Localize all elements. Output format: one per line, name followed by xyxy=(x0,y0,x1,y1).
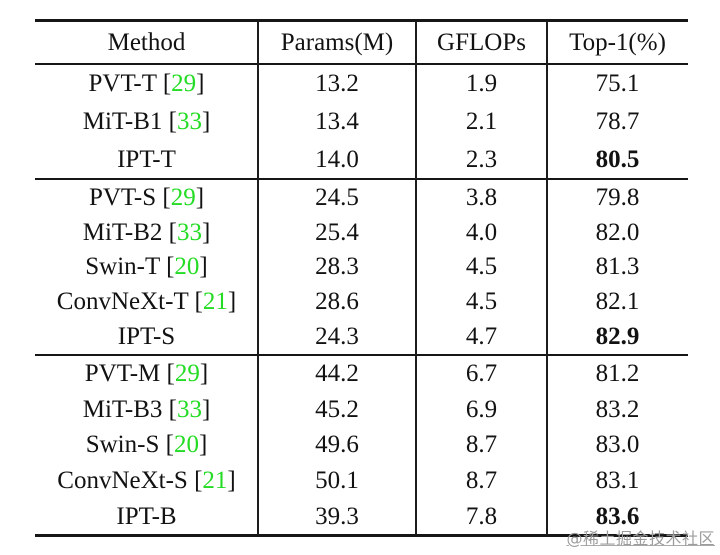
params-cell: 44.2 xyxy=(315,360,359,388)
method-cell: PVT-M [29] xyxy=(84,360,209,388)
method-cell: IPT-S xyxy=(117,323,176,351)
gflops-cell: 7.8 xyxy=(465,502,498,530)
table-row: Swin-T [20] 28.3 4.5 81.3 xyxy=(35,250,688,285)
citation-ref: 29 xyxy=(174,360,200,388)
method-cell: IPT-B xyxy=(116,502,177,530)
table-row: Swin-S [20] 49.6 8.7 83.0 xyxy=(35,427,688,463)
params-cell: 25.4 xyxy=(315,218,359,246)
method-cell: PVT-T [29] xyxy=(88,70,205,98)
column-separator-3 xyxy=(546,21,548,535)
top1-cell: 80.5 xyxy=(595,145,640,173)
table-row: PVT-M [29] 44.2 6.7 81.2 xyxy=(35,356,688,392)
table-row: PVT-T [29] 13.2 1.9 75.1 xyxy=(35,65,688,103)
gflops-cell: 4.5 xyxy=(465,253,498,281)
params-cell: 39.3 xyxy=(315,502,359,530)
params-cell: 50.1 xyxy=(315,467,359,495)
gflops-cell: 2.1 xyxy=(465,108,498,135)
table-section-small: PVT-S [29] 24.5 3.8 79.8 MiT-B2 [33] 25.4 4.0 8… xyxy=(35,180,688,354)
citation-ref: 21 xyxy=(202,467,228,495)
column-separator-2 xyxy=(415,21,417,535)
top1-cell: 82.9 xyxy=(595,323,640,351)
table-row: MiT-B1 [33] 13.4 2.1 78.7 xyxy=(35,103,688,141)
gflops-cell: 4.7 xyxy=(465,323,498,351)
method-cell: ConvNeXt-S [21] xyxy=(57,467,236,495)
table-section-base: PVT-M [29] 44.2 6.7 81.2 MiT-B3 [33] 45.2 6.9 8… xyxy=(35,356,688,534)
top1-cell: 75.1 xyxy=(595,70,640,98)
params-cell: 24.3 xyxy=(315,323,359,351)
gflops-cell: 2.3 xyxy=(465,145,498,173)
citation-ref: 21 xyxy=(202,288,228,316)
gflops-cell: 6.7 xyxy=(465,360,498,388)
params-cell: 49.6 xyxy=(315,431,359,459)
table-row: IPT-S 24.3 4.7 82.9 xyxy=(35,319,688,354)
section-divider-rule-2 xyxy=(35,354,688,356)
column-separator-1 xyxy=(257,21,259,535)
top1-cell: 79.8 xyxy=(595,183,640,211)
top1-cell: 83.6 xyxy=(595,502,640,530)
params-cell: 13.4 xyxy=(315,108,359,135)
top1-cell: 83.2 xyxy=(595,395,640,423)
table-row: IPT-T 14.0 2.3 80.5 xyxy=(35,140,688,178)
params-cell: 24.5 xyxy=(315,183,359,211)
top1-cell: 81.2 xyxy=(595,360,640,388)
header-top1: Top-1(%) xyxy=(569,29,666,56)
top1-cell: 83.0 xyxy=(595,431,640,459)
gflops-cell: 4.0 xyxy=(465,218,498,246)
gflops-cell: 8.7 xyxy=(465,467,498,495)
citation-ref: 29 xyxy=(170,183,196,211)
gflops-cell: 8.7 xyxy=(465,431,498,459)
gflops-cell: 1.9 xyxy=(465,70,498,98)
citation-ref: 33 xyxy=(176,108,202,135)
header-gflops: GFLOPs xyxy=(437,29,526,56)
citation-ref: 29 xyxy=(171,70,197,98)
params-cell: 14.0 xyxy=(315,145,359,173)
method-cell: IPT-T xyxy=(117,145,176,173)
params-cell: 28.3 xyxy=(315,253,359,281)
method-cell: MiT-B2 [33] xyxy=(82,218,211,246)
table-row: PVT-S [29] 24.5 3.8 79.8 xyxy=(35,180,688,215)
top1-cell: 82.0 xyxy=(595,218,640,246)
top1-cell: 81.3 xyxy=(595,253,640,281)
params-cell: 45.2 xyxy=(315,395,359,423)
table-top-rule xyxy=(35,19,688,22)
gflops-cell: 4.5 xyxy=(465,288,498,316)
method-cell: MiT-B3 [33] xyxy=(82,395,211,423)
table-row: IPT-B 39.3 7.8 83.6 xyxy=(35,498,688,534)
method-cell: PVT-S [29] xyxy=(88,183,205,211)
top1-cell: 78.7 xyxy=(595,108,640,135)
watermark: @稀土掘金技术社区 xyxy=(566,529,715,548)
params-cell: 13.2 xyxy=(315,70,359,98)
gflops-cell: 6.9 xyxy=(465,395,498,423)
table-row: MiT-B2 [33] 25.4 4.0 82.0 xyxy=(35,215,688,250)
method-cell: ConvNeXt-T [21] xyxy=(56,288,237,316)
top1-cell: 82.1 xyxy=(595,288,640,316)
header-divider-rule xyxy=(35,63,688,65)
citation-ref: 20 xyxy=(173,431,199,459)
table-row: ConvNeXt-T [21] 28.6 4.5 82.1 xyxy=(35,284,688,319)
header-method: Method xyxy=(107,29,186,56)
table-row: ConvNeXt-S [21] 50.1 8.7 83.1 xyxy=(35,463,688,499)
method-cell: Swin-T [20] xyxy=(85,253,208,281)
table-row: MiT-B3 [33] 45.2 6.9 83.2 xyxy=(35,392,688,428)
top1-cell: 83.1 xyxy=(595,467,640,495)
params-cell: 28.6 xyxy=(315,288,359,316)
citation-ref: 33 xyxy=(176,218,202,246)
method-cell: Swin-S [20] xyxy=(85,431,208,459)
header-params: Params(M) xyxy=(280,29,394,56)
table-bottom-rule xyxy=(35,534,688,537)
section-divider-rule-1 xyxy=(35,178,688,180)
method-cell: MiT-B1 [33] xyxy=(82,108,211,135)
citation-ref: 20 xyxy=(174,253,200,281)
table-header-row: Method Params(M) GFLOPs Top-1(%) xyxy=(35,22,688,63)
gflops-cell: 3.8 xyxy=(465,183,498,211)
citation-ref: 33 xyxy=(176,395,202,423)
table-section-tiny: PVT-T [29] 13.2 1.9 75.1 MiT-B1 [33] 13.4 2.1 7… xyxy=(35,65,688,178)
